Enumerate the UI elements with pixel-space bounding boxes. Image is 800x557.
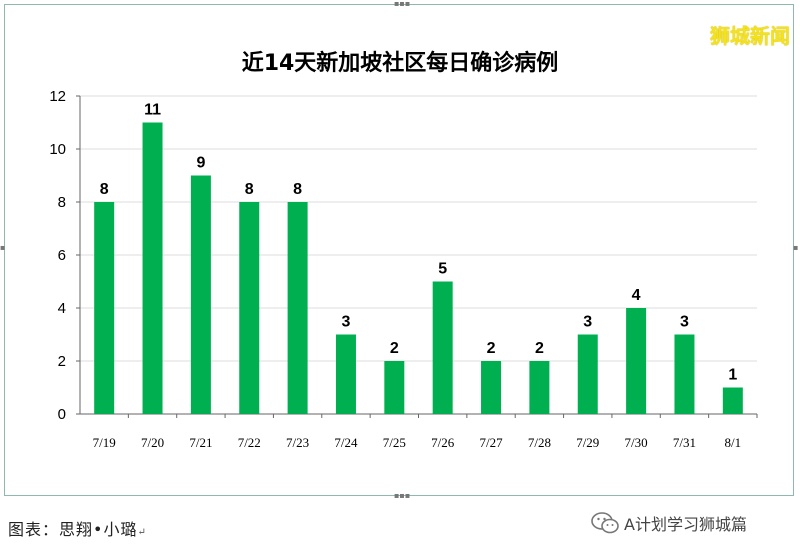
data-label: 3	[342, 314, 351, 331]
x-tick-label: 7/28	[528, 435, 551, 450]
x-tick-label: 7/19	[93, 435, 116, 450]
source-text: 图表：思翔•小璐	[8, 520, 138, 539]
bar	[626, 308, 647, 414]
x-tick-label: 7/23	[286, 435, 309, 450]
data-label: 8	[293, 181, 302, 198]
x-tick-label: 7/21	[189, 435, 212, 450]
bar-chart: 02468101287/19117/2097/2187/2287/2337/24…	[49, 88, 758, 450]
chart-title: 近14天新加坡社区每日确诊病例	[241, 51, 559, 76]
y-tick-label: 0	[58, 406, 66, 423]
bar	[481, 361, 502, 414]
x-tick-label: 7/20	[141, 435, 164, 450]
x-tick-label: 7/30	[625, 435, 648, 450]
bar	[190, 175, 211, 414]
data-label: 3	[583, 314, 592, 331]
x-tick-label: 8/1	[725, 435, 742, 450]
data-label: 1	[728, 367, 737, 384]
x-tick-label: 7/31	[673, 435, 696, 450]
data-label: 8	[100, 181, 109, 198]
x-tick-label: 7/26	[431, 435, 455, 450]
chart-source: 图表：思翔•小璐↵	[8, 516, 147, 540]
y-tick-label: 8	[58, 194, 66, 211]
data-label: 5	[438, 261, 447, 278]
x-tick-label: 7/24	[334, 435, 358, 450]
data-label: 4	[632, 287, 641, 304]
watermark: 狮城新闻	[710, 24, 790, 48]
bar	[674, 334, 695, 414]
bar	[577, 334, 598, 414]
resize-handle-top[interactable]: ▪▪▪	[394, 0, 411, 8]
x-tick-label: 7/29	[576, 435, 599, 450]
bar	[335, 334, 356, 414]
x-tick-label: 7/25	[383, 435, 406, 450]
bar	[384, 361, 405, 414]
y-tick-label: 12	[49, 88, 66, 105]
brand-text: A计划学习狮城篇	[624, 515, 747, 534]
bar	[722, 387, 743, 414]
resize-handle-bottom[interactable]: ▪▪▪	[394, 491, 411, 500]
y-tick-label: 6	[58, 247, 66, 264]
bar	[142, 122, 163, 414]
data-label: 2	[535, 340, 544, 357]
bar	[432, 281, 453, 414]
data-label: 8	[245, 181, 254, 198]
y-tick-label: 2	[58, 353, 66, 370]
data-label: 9	[196, 155, 205, 172]
bar	[239, 202, 260, 414]
wechat-icon	[591, 512, 619, 534]
return-mark: ↵	[137, 527, 147, 538]
data-label: 11	[144, 102, 161, 119]
x-tick-label: 7/27	[479, 435, 503, 450]
bar	[287, 202, 308, 414]
data-label: 3	[680, 314, 689, 331]
data-label: 2	[487, 340, 496, 357]
data-label: 2	[390, 340, 399, 357]
resize-handle-left[interactable]: ▪	[0, 243, 6, 252]
y-tick-label: 4	[58, 300, 66, 317]
resize-handle-right[interactable]: ▪	[793, 243, 799, 252]
bar	[94, 202, 115, 414]
bar	[529, 361, 550, 414]
brand: A计划学习狮城篇	[590, 511, 747, 535]
y-tick-label: 10	[49, 141, 66, 158]
x-tick-label: 7/22	[238, 435, 261, 450]
